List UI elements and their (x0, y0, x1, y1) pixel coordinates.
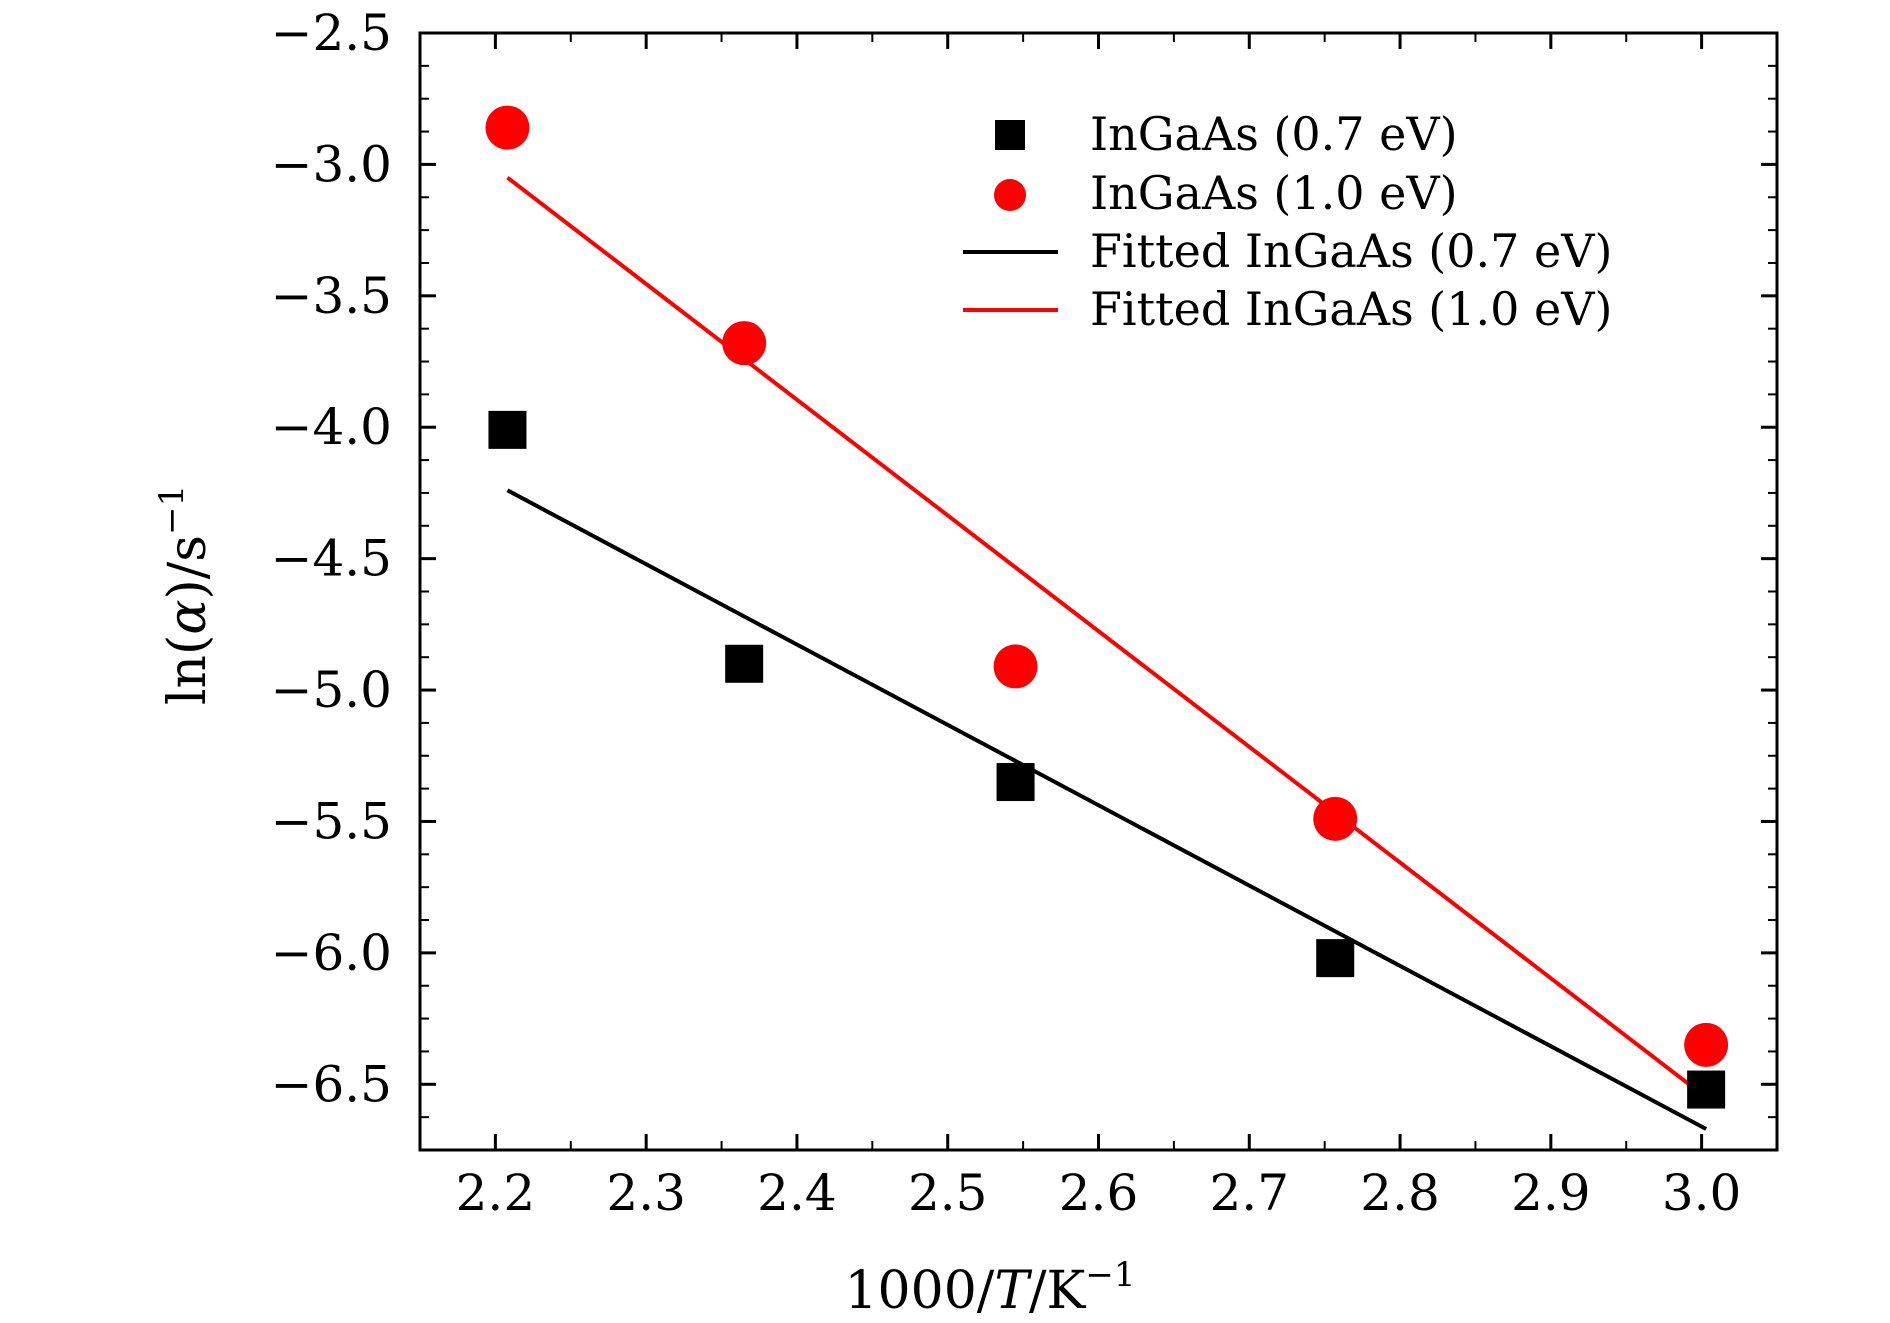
data-point-circle (485, 105, 530, 150)
x-axis-title-sup: −1 (1085, 1255, 1135, 1295)
y-axis-title: ln(α)/s−1 (152, 485, 218, 705)
axis-ticks (419, 31, 1778, 1151)
data-point-circle (1313, 796, 1358, 841)
x-tick-label: 3.0 (1662, 1164, 1742, 1222)
y-tick-label: −4.0 (271, 398, 392, 456)
y-axis-title-sup: −1 (152, 485, 192, 535)
legend-label-0: InGaAs (0.7 eV) (1090, 107, 1458, 161)
x-tick-label: 2.5 (908, 1164, 988, 1222)
x-tick-label: 2.6 (1059, 1164, 1139, 1222)
y-tick-label: −4.5 (271, 530, 392, 588)
legend-marker-square (995, 120, 1025, 150)
legend-label-2: Fitted InGaAs (0.7 eV) (1090, 224, 1612, 278)
y-tick-label: −3.5 (271, 267, 392, 325)
y-tick-label: −5.5 (271, 792, 392, 850)
data-point-square (996, 763, 1035, 802)
x-tick-label: 2.2 (456, 1164, 536, 1222)
data-point-square (725, 644, 764, 683)
y-tick-label: −5.0 (271, 661, 392, 719)
y-axis-title-prefix: ln( (158, 635, 218, 705)
x-tick-label: 2.8 (1360, 1164, 1440, 1222)
legend-label-3: Fitted InGaAs (1.0 eV) (1090, 282, 1612, 336)
data-markers (485, 105, 1729, 1109)
x-tick-label: 2.3 (606, 1164, 686, 1222)
x-axis-title: 1000/T/K−1 (844, 1255, 1135, 1321)
y-axis-title-suffix: )/s (158, 535, 218, 600)
legend-label-1: InGaAs (1.0 eV) (1090, 166, 1458, 220)
y-tick-label: −6.5 (271, 1055, 392, 1113)
x-axis-title-prefix: 1000/ (844, 1261, 994, 1321)
data-point-square (488, 410, 527, 449)
y-axis-title-var: α (158, 600, 218, 635)
fit-line-red (506, 175, 1708, 1100)
axis-tick-labels: 2.2 2.3 2.4 2.5 2.6 2.7 2.8 2.9 3.0 −2.5 −3.0 −3.5 −… (271, 4, 1742, 1222)
x-axis-title-var: T (994, 1261, 1032, 1321)
y-tick-label: −6.0 (271, 924, 392, 982)
fit-line-black (506, 488, 1708, 1131)
data-point-circle (722, 321, 767, 366)
data-point-square (1687, 1070, 1726, 1109)
y-tick-label: −2.5 (271, 4, 392, 62)
y-tick-label: −3.0 (271, 135, 392, 193)
data-point-circle (1684, 1022, 1729, 1067)
data-point-circle (993, 644, 1038, 689)
data-point-square (1316, 939, 1355, 978)
fit-lines (506, 175, 1708, 1131)
x-tick-label: 2.9 (1511, 1164, 1591, 1222)
legend: InGaAs (0.7 eV) InGaAs (1.0 eV) Fitted I… (963, 107, 1612, 336)
legend-marker-circle (994, 179, 1026, 211)
x-tick-label: 2.4 (757, 1164, 837, 1222)
x-axis-title-unit: /K (1029, 1261, 1087, 1321)
x-tick-label: 2.7 (1210, 1164, 1290, 1222)
